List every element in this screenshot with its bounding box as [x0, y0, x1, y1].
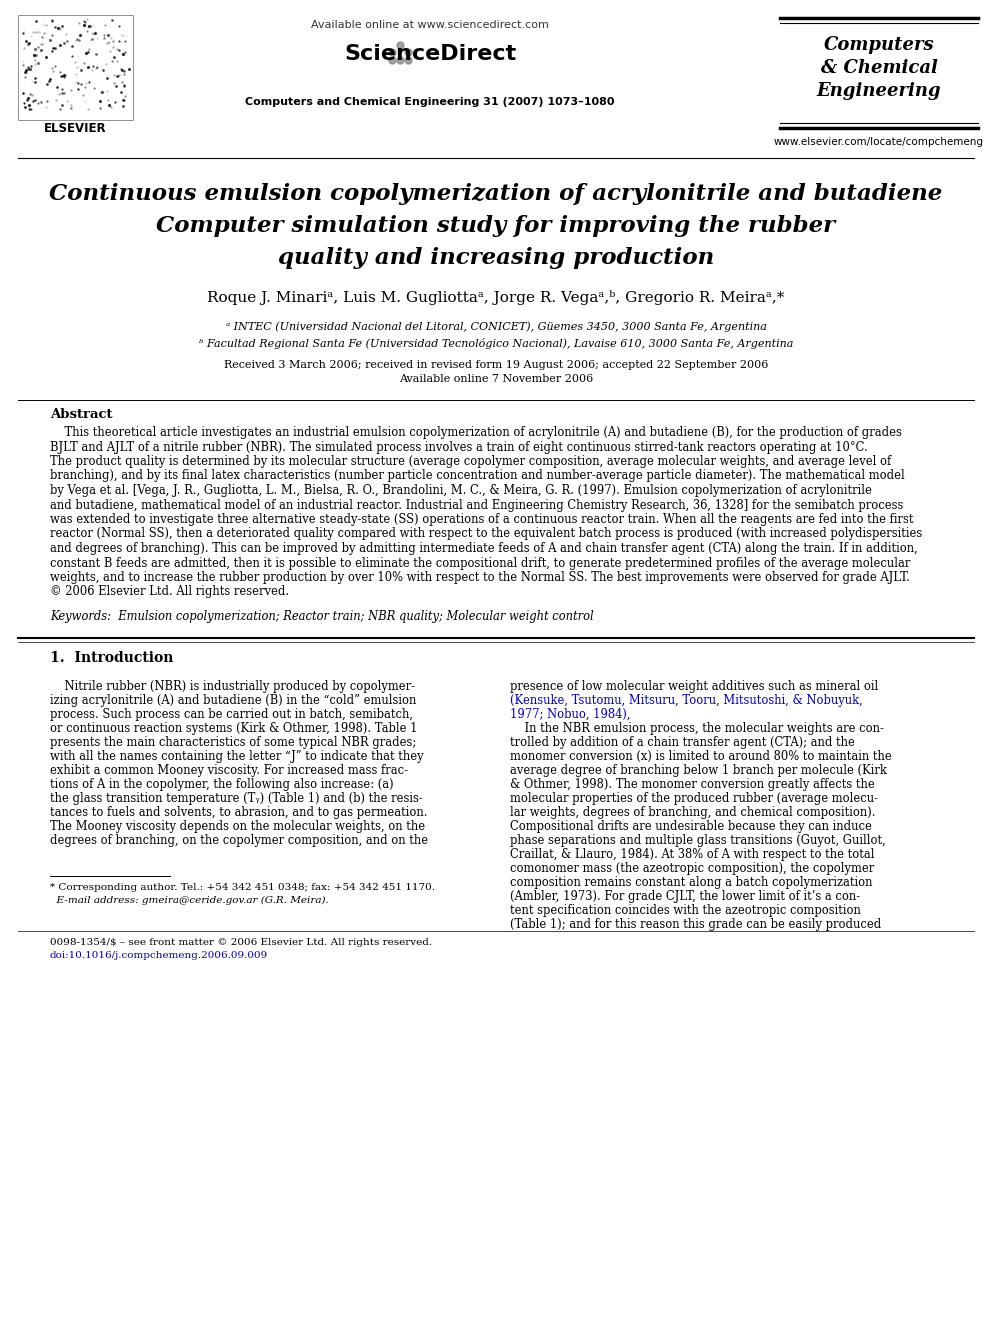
Text: © 2006 Elsevier Ltd. All rights reserved.: © 2006 Elsevier Ltd. All rights reserved… — [50, 586, 289, 598]
Text: Received 3 March 2006; received in revised form 19 August 2006; accepted 22 Sept: Received 3 March 2006; received in revis… — [224, 360, 768, 370]
Text: phase separations and multiple glass transitions (Guyot, Guillot,: phase separations and multiple glass tra… — [510, 833, 886, 847]
Text: Abstract: Abstract — [50, 407, 112, 421]
Text: by Vega et al. [Vega, J. R., Gugliotta, L. M., Bielsa, R. O., Brandolini, M. C.,: by Vega et al. [Vega, J. R., Gugliotta, … — [50, 484, 872, 497]
Text: presence of low molecular weight additives such as mineral oil: presence of low molecular weight additiv… — [510, 680, 878, 693]
Text: molecular properties of the produced rubber (average molecu-: molecular properties of the produced rub… — [510, 792, 878, 804]
Text: degrees of branching, on the copolymer composition, and on the: degrees of branching, on the copolymer c… — [50, 833, 429, 847]
Text: E-mail address: gmeira@ceride.gov.ar (G.R. Meira).: E-mail address: gmeira@ceride.gov.ar (G.… — [50, 896, 328, 905]
Text: average degree of branching below 1 branch per molecule (Kirk: average degree of branching below 1 bran… — [510, 763, 887, 777]
Text: Keywords:  Emulsion copolymerization; Reactor train; NBR quality; Molecular weig: Keywords: Emulsion copolymerization; Rea… — [50, 610, 593, 623]
Text: was extended to investigate three alternative steady-state (SS) operations of a : was extended to investigate three altern… — [50, 513, 914, 527]
Text: doi:10.1016/j.compchemeng.2006.09.009: doi:10.1016/j.compchemeng.2006.09.009 — [50, 951, 268, 960]
Text: and butadiene, mathematical model of an industrial reactor. Industrial and Engin: and butadiene, mathematical model of an … — [50, 499, 904, 512]
Text: and degrees of branching). This can be improved by admitting intermediate feeds : and degrees of branching). This can be i… — [50, 542, 918, 556]
Text: branching), and by its final latex characteristics (number particle concentratio: branching), and by its final latex chara… — [50, 470, 905, 483]
Text: Craillat, & Llauro, 1984). At 38% of A with respect to the total: Craillat, & Llauro, 1984). At 38% of A w… — [510, 848, 875, 861]
Text: reactor (Normal SS), then a deteriorated quality compared with respect to the eq: reactor (Normal SS), then a deteriorated… — [50, 528, 923, 541]
Text: In the NBR emulsion process, the molecular weights are con-: In the NBR emulsion process, the molecul… — [510, 722, 884, 736]
Text: tent specification coincides with the azeotropic composition: tent specification coincides with the az… — [510, 904, 861, 917]
Text: ᵃ INTEC (Universidad Nacional del Litoral, CONICET), Güemes 3450, 3000 Santa Fe,: ᵃ INTEC (Universidad Nacional del Litora… — [225, 321, 767, 332]
Text: with all the names containing the letter “J” to indicate that they: with all the names containing the letter… — [50, 750, 424, 763]
Text: 1977; Nobuo, 1984),: 1977; Nobuo, 1984), — [510, 708, 631, 721]
Text: presents the main characteristics of some typical NBR grades;: presents the main characteristics of som… — [50, 736, 417, 749]
Text: 1.  Introduction: 1. Introduction — [50, 651, 174, 665]
Text: Available online 7 November 2006: Available online 7 November 2006 — [399, 374, 593, 384]
Text: & Othmer, 1998). The monomer conversion greatly affects the: & Othmer, 1998). The monomer conversion … — [510, 778, 875, 791]
Text: ELSEVIER: ELSEVIER — [44, 122, 106, 135]
Text: tances to fuels and solvents, to abrasion, and to gas permeation.: tances to fuels and solvents, to abrasio… — [50, 806, 428, 819]
Text: Available online at www.sciencedirect.com: Available online at www.sciencedirect.co… — [311, 20, 549, 30]
Text: * Corresponding author. Tel.: +54 342 451 0348; fax: +54 342 451 1170.: * Corresponding author. Tel.: +54 342 45… — [50, 882, 435, 892]
Text: ᵇ Facultad Regional Santa Fe (Universidad Tecnológico Nacional), Lavaise 610, 30: ᵇ Facultad Regional Santa Fe (Universida… — [198, 337, 794, 349]
Text: (Kensuke, Tsutomu, Mitsuru, Tooru, Mitsutoshi, & Nobuyuk,: (Kensuke, Tsutomu, Mitsuru, Tooru, Mitsu… — [510, 695, 863, 706]
Text: Nitrile rubber (NBR) is industrially produced by copolymer-: Nitrile rubber (NBR) is industrially pro… — [50, 680, 415, 693]
Text: exhibit a common Mooney viscosity. For increased mass frac-: exhibit a common Mooney viscosity. For i… — [50, 763, 408, 777]
Text: Compositional drifts are undesirable because they can induce: Compositional drifts are undesirable bec… — [510, 820, 872, 833]
Text: The product quality is determined by its molecular structure (average copolymer : The product quality is determined by its… — [50, 455, 891, 468]
Text: Roque J. Minariᵃ, Luis M. Gugliottaᵃ, Jorge R. Vegaᵃ,ᵇ, Gregorio R. Meiraᵃ,*: Roque J. Minariᵃ, Luis M. Gugliottaᵃ, Jo… — [207, 290, 785, 306]
Bar — [18, 15, 133, 120]
Text: Continuous emulsion copolymerization of acrylonitrile and butadiene: Continuous emulsion copolymerization of … — [50, 183, 942, 205]
Text: (Table 1); and for this reason this grade can be easily produced: (Table 1); and for this reason this grad… — [510, 918, 881, 931]
Text: lar weights, degrees of branching, and chemical composition).: lar weights, degrees of branching, and c… — [510, 806, 876, 819]
Text: weights, and to increase the rubber production by over 10% with respect to the N: weights, and to increase the rubber prod… — [50, 572, 910, 583]
Text: The Mooney viscosity depends on the molecular weights, on the: The Mooney viscosity depends on the mole… — [50, 820, 426, 833]
Text: or continuous reaction systems (Kirk & Othmer, 1998). Table 1: or continuous reaction systems (Kirk & O… — [50, 722, 418, 736]
Text: Computers and Chemical Engineering 31 (2007) 1073–1080: Computers and Chemical Engineering 31 (2… — [245, 97, 615, 107]
Text: comonomer mass (the azeotropic composition), the copolymer: comonomer mass (the azeotropic compositi… — [510, 863, 874, 875]
Text: constant B feeds are admitted, then it is possible to eliminate the compositiona: constant B feeds are admitted, then it i… — [50, 557, 911, 569]
Text: izing acrylonitrile (A) and butadiene (B) in the “cold” emulsion: izing acrylonitrile (A) and butadiene (B… — [50, 695, 417, 706]
Text: monomer conversion (x) is limited to around 80% to maintain the: monomer conversion (x) is limited to aro… — [510, 750, 892, 763]
Text: BJLT and AJLT of a nitrile rubber (NBR). The simulated process involves a train : BJLT and AJLT of a nitrile rubber (NBR).… — [50, 441, 868, 454]
Text: This theoretical article investigates an industrial emulsion copolymerization of: This theoretical article investigates an… — [50, 426, 902, 439]
Text: www.elsevier.com/locate/compchemeng: www.elsevier.com/locate/compchemeng — [774, 138, 984, 147]
Text: Engineering: Engineering — [816, 82, 941, 101]
Text: quality and increasing production: quality and increasing production — [278, 247, 714, 269]
Text: the glass transition temperature (Tᵧ) (Table 1) and (b) the resis-: the glass transition temperature (Tᵧ) (T… — [50, 792, 423, 804]
Text: tions of A in the copolymer, the following also increase: (a): tions of A in the copolymer, the followi… — [50, 778, 394, 791]
Text: process. Such process can be carried out in batch, semibatch,: process. Such process can be carried out… — [50, 708, 413, 721]
Text: & Chemical: & Chemical — [820, 60, 937, 77]
Text: 0098-1354/$ – see front matter © 2006 Elsevier Ltd. All rights reserved.: 0098-1354/$ – see front matter © 2006 El… — [50, 938, 433, 947]
Text: trolled by addition of a chain transfer agent (CTA); and the: trolled by addition of a chain transfer … — [510, 736, 855, 749]
Text: (Ambler, 1973). For grade CJLT, the lower limit of it’s a con-: (Ambler, 1973). For grade CJLT, the lowe… — [510, 890, 860, 904]
Text: Computer simulation study for improving the rubber: Computer simulation study for improving … — [157, 216, 835, 237]
Text: ScienceDirect: ScienceDirect — [344, 44, 516, 64]
Text: composition remains constant along a batch copolymerization: composition remains constant along a bat… — [510, 876, 873, 889]
Text: Computers: Computers — [823, 36, 934, 54]
